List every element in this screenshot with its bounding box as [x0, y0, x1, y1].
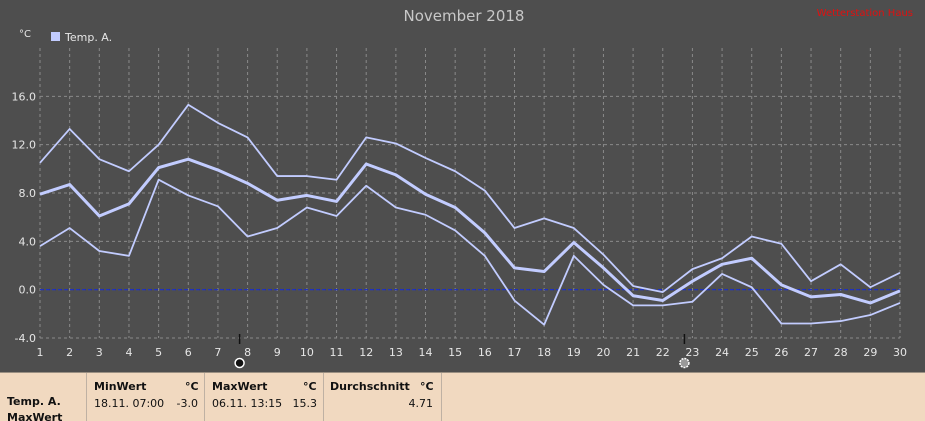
min-cell: MinWert °C 18.11. 07:00 -3.0: [87, 373, 204, 421]
watermark-text: Wetterstation Haus: [817, 8, 913, 19]
y-tick-label: 0.0: [19, 284, 37, 297]
x-tick-label: 2: [66, 346, 73, 359]
x-tick-label: 26: [774, 346, 788, 359]
series-label: Temp. A.: [7, 395, 61, 408]
x-tick-label: 15: [448, 346, 462, 359]
x-tick-label: 4: [125, 346, 132, 359]
column-divider: [86, 373, 87, 421]
x-tick-label: 11: [330, 346, 344, 359]
x-tick-label: 12: [359, 346, 373, 359]
x-tick-label: 16: [478, 346, 492, 359]
min-header: MinWert: [94, 380, 147, 393]
y-tick-label: -4.0: [15, 332, 36, 345]
y-tick-label: 8.0: [19, 187, 37, 200]
x-tick-label: 30: [893, 346, 907, 359]
x-tick-label: 13: [389, 346, 403, 359]
x-tick-label: 6: [185, 346, 192, 359]
x-tick-label: 8: [244, 346, 251, 359]
x-tick-label: 14: [419, 346, 433, 359]
x-tick-label: 27: [804, 346, 818, 359]
max-header: MaxWert: [212, 380, 268, 393]
x-tick-label: 5: [155, 346, 162, 359]
x-tick-label: 28: [834, 346, 848, 359]
x-tick-label: 1: [37, 346, 44, 359]
legend-label: Temp. A.: [64, 31, 112, 44]
x-tick-label: 7: [214, 346, 221, 359]
avg-header: Durchschnitt: [330, 380, 410, 393]
max-cell: MaxWert °C 06.11. 13:15 15.3: [205, 373, 323, 421]
series-line: [39, 178, 901, 326]
x-tick-label: 19: [567, 346, 581, 359]
avg-value: 4.71: [408, 397, 434, 410]
x-tick-label: 24: [715, 346, 729, 359]
x-tick-label: 10: [300, 346, 314, 359]
x-tick-label: 9: [274, 346, 281, 359]
new-moon-icon: [679, 357, 690, 369]
avg-unit: °C: [420, 380, 434, 393]
column-divider: [441, 373, 442, 421]
min-time: 18.11. 07:00: [94, 397, 165, 410]
x-tick-label: 25: [745, 346, 759, 359]
x-tick-label: 18: [537, 346, 551, 359]
series-line: [39, 103, 901, 293]
column-divider: [204, 373, 205, 421]
avg-cell: Durchschnitt °C 4.71: [324, 373, 441, 421]
y-axis-unit: °C: [19, 29, 31, 40]
x-tick-label: 20: [596, 346, 610, 359]
row-label-cell: Temp. A. MaxWert: [0, 373, 86, 421]
statistics-panel: Temp. A. MaxWert MinWert °C 18.11. 07:00…: [0, 372, 925, 421]
chart-title: November 2018: [404, 7, 525, 25]
full-moon-icon: [234, 357, 245, 369]
max-value: 15.3: [292, 397, 318, 410]
y-tick-label: 12.0: [12, 139, 37, 152]
x-tick-label: 17: [507, 346, 521, 359]
x-tick-label: 3: [96, 346, 103, 359]
x-tick-label: 21: [626, 346, 640, 359]
y-tick-label: 4.0: [19, 235, 37, 248]
x-tick-label: 22: [656, 346, 670, 359]
legend-swatch: [51, 32, 60, 41]
chart-area: November 2018 Wetterstation Haus °C Temp…: [11, 7, 913, 369]
x-tick-label: 29: [863, 346, 877, 359]
max-time: 06.11. 13:15: [212, 397, 283, 410]
series-label-2: MaxWert: [7, 411, 63, 421]
column-divider: [323, 373, 324, 421]
min-unit: °C: [185, 380, 199, 393]
y-tick-label: 16.0: [12, 90, 37, 103]
series-line: [39, 157, 901, 305]
min-value: -3.0: [176, 397, 198, 410]
x-tick-label: 23: [685, 346, 699, 359]
temperature-chart: November 2018 Wetterstation Haus °C Temp…: [12, 7, 913, 369]
max-unit: °C: [303, 380, 317, 393]
